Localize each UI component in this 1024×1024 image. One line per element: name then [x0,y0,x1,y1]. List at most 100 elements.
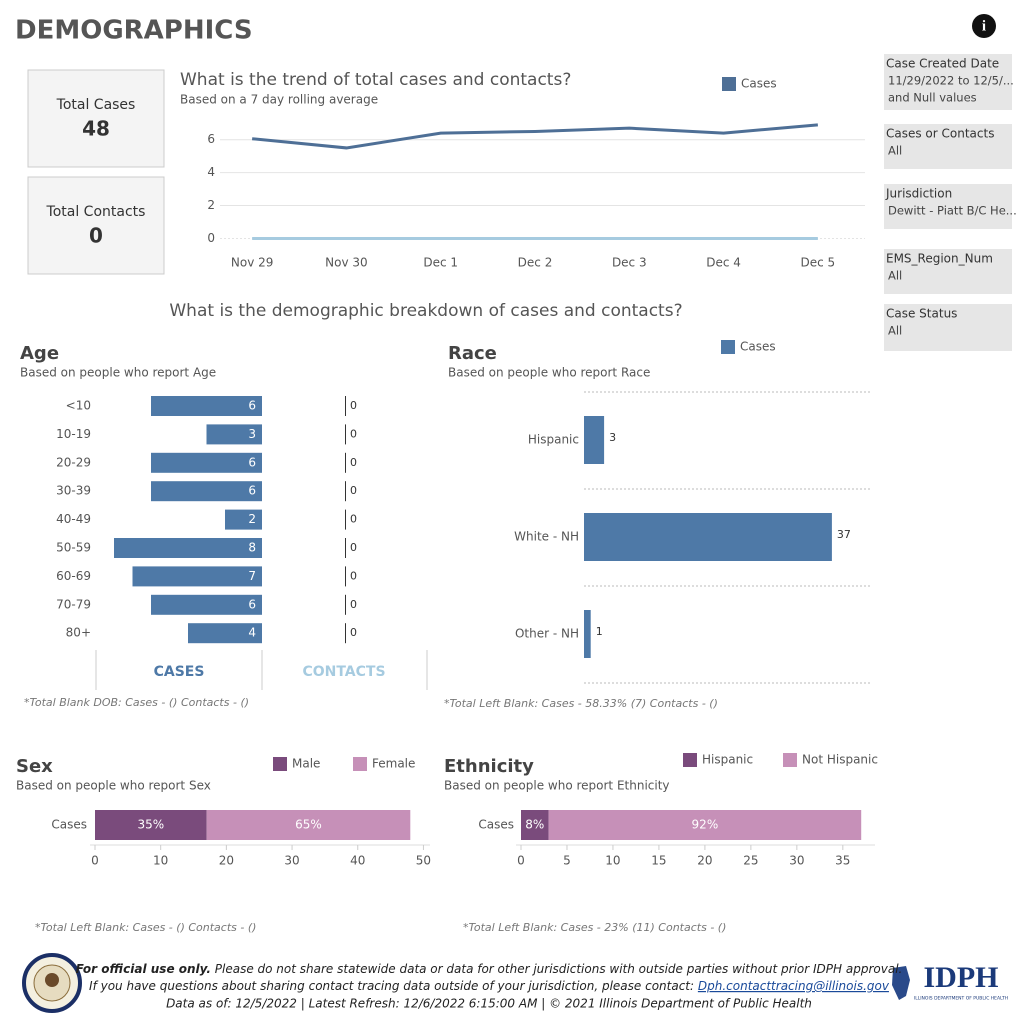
footer-line: For official use only. Please do not sha… [76,962,903,976]
svg-text:i: i [982,18,986,34]
state-seal [22,953,82,1013]
y-tick-label: 4 [207,165,215,179]
bar-value-label: 0 [350,513,357,526]
category-label: 70-79 [56,597,91,611]
bar-value-label: 0 [350,626,357,639]
legend-swatch [353,757,367,771]
chart-title: What is the trend of total cases and con… [180,70,571,90]
bar-value-label: 0 [350,569,357,582]
filter-label: Cases or Contacts [886,127,994,141]
illinois-map [892,966,910,1000]
legend-swatch [273,757,287,771]
footer-text: If you have questions about sharing cont… [89,979,698,993]
legend-swatch [722,77,736,91]
x-tick-label: 10 [153,854,168,868]
bar [345,566,346,587]
bar-value-label: 2 [248,512,256,526]
segment-label: 35% [137,818,164,832]
x-tick-label: 25 [743,854,758,868]
category-label: <10 [66,399,91,413]
chart-title: Ethnicity [444,756,534,777]
bar-value-label: 4 [248,626,256,640]
kpi-box [27,176,165,275]
column-header: CONTACTS [302,664,385,680]
bar [345,509,346,530]
chart-subtitle: Based on people who report Age [20,366,216,380]
bar-value-label: 3 [248,427,256,441]
info-icon[interactable]: i [972,14,996,38]
bar-value-label: 0 [350,399,357,412]
filter-box [884,249,1012,294]
x-tick-label: 50 [416,854,431,868]
category-label: 80+ [66,626,91,640]
x-tick-label: 0 [91,854,99,868]
section-title: What is the demographic breakdown of cas… [169,301,682,321]
filter-value: Dewitt - Piatt B/C He... [888,204,1017,218]
x-tick-label: 20 [697,854,712,868]
bar [132,566,262,587]
bar-value-label: 37 [837,528,851,541]
bar-value-label: 6 [248,597,256,611]
category-label: Cases [51,818,87,832]
kpi-label: Total Cases [56,97,136,113]
footer-bold: For official use only. [76,962,211,976]
bar [114,538,262,558]
bar [345,623,346,644]
filter-box [884,54,1012,110]
category-label: 40-49 [56,512,91,526]
bar [345,424,346,445]
footnote: *Total Left Blank: Cases - 23% (11) Cont… [463,921,726,934]
bar-value-label: 6 [248,455,256,469]
legend-swatch [721,340,735,354]
bar-value-label: 8 [248,541,256,555]
bar-value-label: 1 [596,625,603,638]
kpi-label: Total Contacts [46,204,146,220]
legend-label: Hispanic [702,753,753,767]
filter-box [884,124,1012,169]
x-tick-label: 20 [219,854,234,868]
bar [345,538,346,558]
category-label: 20-29 [56,455,91,469]
x-tick-label: 40 [350,854,365,868]
legend-label: Cases [741,77,777,91]
chart-subtitle: Based on people who report Sex [16,779,211,793]
legend-label: Cases [740,340,776,354]
chart-subtitle: Based on people who report Race [448,366,650,380]
filter-box [884,184,1012,229]
legend-swatch [783,753,797,767]
footer-line: If you have questions about sharing cont… [89,979,890,993]
logo-subtitle: ILLINOIS DEPARTMENT OF PUBLIC HEALTH [914,996,1008,1002]
bar [206,424,262,445]
filter-label: Jurisdiction [885,187,952,201]
x-tick-label: Nov 30 [325,256,368,270]
chart-title: Race [448,343,497,364]
bar [345,396,346,416]
bar-value-label: 0 [350,598,357,611]
filter-value: All [888,324,902,338]
footnote: *Total Left Blank: Cases - () Contacts -… [35,921,256,934]
filter-value: 11/29/2022 to 12/5/... [888,74,1014,88]
segment-label: 8% [525,818,544,832]
contact-link[interactable]: Dph.contacttracing@illinois.gov [698,979,890,993]
filter-label: EMS_Region_Num [886,252,993,266]
bar-segment [206,810,411,840]
x-tick-label: Dec 4 [706,256,741,270]
kpi-value: 48 [82,117,110,141]
footnote: *Total Blank DOB: Cases - () Contacts - … [24,696,249,709]
bar-value-label: 7 [248,569,256,583]
column-header: CASES [154,664,205,680]
bar [345,481,346,502]
x-tick-label: 5 [563,854,571,868]
category-label: Cases [478,818,514,832]
bar-segment [548,810,862,840]
x-tick-label: Dec 2 [518,256,553,270]
y-tick-label: 2 [207,198,215,212]
legend-label: Female [372,757,415,771]
bar [151,452,262,473]
bar-value-label: 6 [248,484,256,498]
filter-box [884,304,1012,351]
bar-value-label: 3 [609,431,616,444]
footnote: *Total Left Blank: Cases - 58.33% (7) Co… [444,697,718,710]
bar-segment [95,810,207,840]
